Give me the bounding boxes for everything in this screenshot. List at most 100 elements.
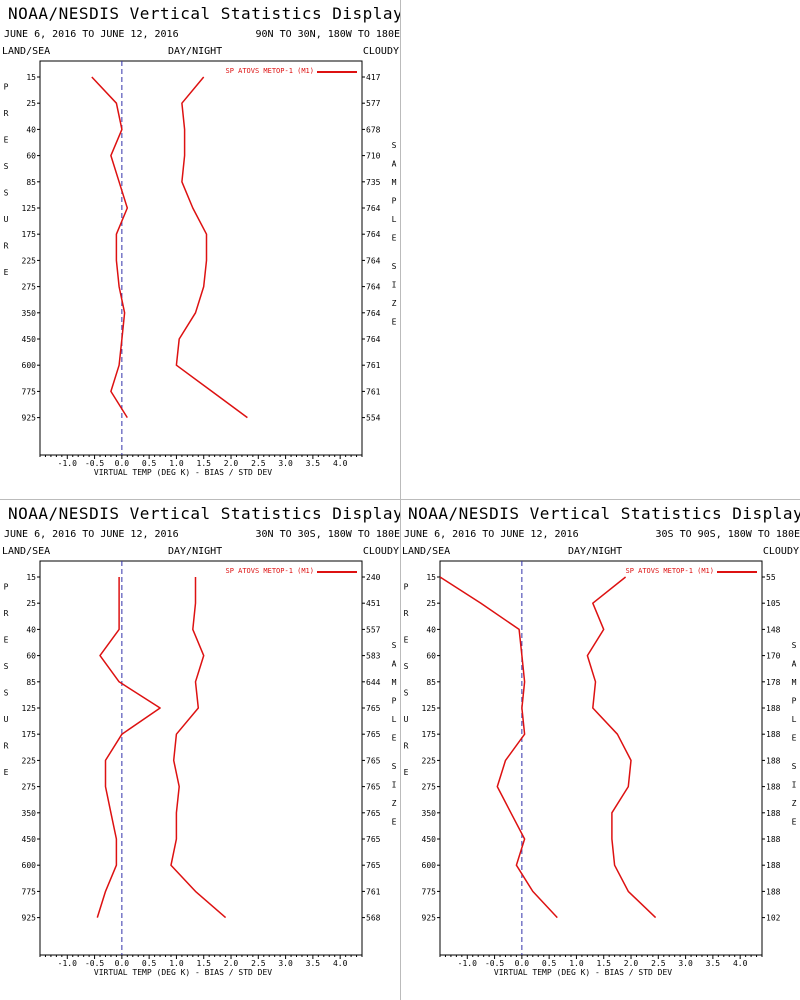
bias-series-line <box>96 577 161 918</box>
sample-axis-letter: I <box>392 781 397 790</box>
sample-size-label: 764 <box>366 335 381 344</box>
x-tick-label: 2.5 <box>251 459 266 468</box>
x-tick-label: 0.0 <box>115 459 130 468</box>
sample-size-label: 170 <box>766 652 781 661</box>
sample-size-label: 765 <box>366 704 381 713</box>
pressure-label: 350 <box>22 309 37 318</box>
pressure-label: 600 <box>22 361 37 370</box>
pressure-label: 25 <box>26 99 36 108</box>
x-tick-label: 1.5 <box>597 959 612 968</box>
sample-size-label: 764 <box>366 230 381 239</box>
sample-axis-letter: A <box>792 660 797 669</box>
profile-chart: -1.0 -0.5 0.0 0.5 1.0 1.5 2.0 2.5 3.0 3.5 4.0 VIRTU… <box>4 60 397 477</box>
cloudy-label: CLOUDY <box>362 46 399 57</box>
pressure-axis-letter: R <box>404 741 409 750</box>
panel-title: NOAA/NESDIS Vertical Statistics Display <box>408 504 800 523</box>
bias-series-line <box>91 76 129 418</box>
sample-axis-letter: S <box>392 641 397 650</box>
sample-size-label: 240 <box>366 573 381 582</box>
sample-axis-letter: E <box>392 818 397 827</box>
sample-axis-letter: I <box>792 781 797 790</box>
x-tick-label: -1.0 <box>58 959 77 968</box>
x-axis-title: VIRTUAL TEMP (DEG K) - BIAS / STD DEV <box>94 468 272 477</box>
plot-frame <box>39 60 363 456</box>
pressure-axis-letter: E <box>4 268 9 277</box>
sample-size-label: 710 <box>366 152 381 161</box>
pressure-label: 40 <box>26 125 36 134</box>
sample-axis-letter: Z <box>392 799 397 808</box>
pressure-axis-letter: R <box>4 109 9 118</box>
x-tick-label: 4.0 <box>733 959 748 968</box>
pressure-label: 225 <box>422 756 437 765</box>
pressure-axis-letter: R <box>404 609 409 618</box>
sample-axis-letter: Z <box>792 799 797 808</box>
x-tick-label: 0.0 <box>515 959 530 968</box>
stats-panel-30s-90s: NOAA/NESDIS Vertical Statistics Display … <box>400 500 800 1000</box>
pressure-label: 600 <box>422 861 437 870</box>
x-tick-label: -0.5 <box>485 959 504 968</box>
x-tick-label: -1.0 <box>458 959 477 968</box>
sample-axis-letter: L <box>792 715 797 724</box>
pressure-label: 275 <box>22 283 37 292</box>
sample-size-label: 761 <box>366 387 381 396</box>
pressure-axis-letter: E <box>404 635 409 644</box>
pressure-label: 775 <box>22 887 37 896</box>
sample-axis-letter: I <box>392 281 397 290</box>
pressure-axis-letter: P <box>404 582 409 591</box>
pressure-axis-letter: E <box>404 768 409 777</box>
std-dev-series-line <box>175 76 248 419</box>
pressure-label: 350 <box>22 809 37 818</box>
sample-axis-letter: E <box>792 818 797 827</box>
pressure-label: 925 <box>422 914 437 923</box>
legend-label: SP ATOVS METOP-1 (M1) <box>225 67 314 75</box>
x-axis-title: VIRTUAL TEMP (DEG K) - BIAS / STD DEV <box>94 968 272 977</box>
sample-size-label: 764 <box>366 309 381 318</box>
day-night-label: DAY/NIGHT <box>168 46 223 57</box>
pressure-axis-letter: U <box>4 715 9 724</box>
sample-size-label: 188 <box>766 887 781 896</box>
pressure-axis-letter: R <box>4 741 9 750</box>
sample-size-label: 105 <box>766 599 781 608</box>
sample-size-label: 764 <box>366 283 381 292</box>
x-tick-label: 2.0 <box>624 959 639 968</box>
pressure-axis-letter: P <box>4 82 9 91</box>
std-dev-series-line <box>586 576 657 919</box>
x-tick-label: 1.0 <box>169 959 184 968</box>
pressure-label: 60 <box>26 152 36 161</box>
panel-divider-horizontal <box>0 499 800 500</box>
sample-axis-letter: E <box>392 234 397 243</box>
pressure-axis-letter: S <box>4 162 9 171</box>
x-tick-label: 2.5 <box>651 959 666 968</box>
day-night-label: DAY/NIGHT <box>568 546 623 557</box>
sample-size-label: 188 <box>766 835 781 844</box>
x-tick-label: -0.5 <box>85 959 104 968</box>
x-tick-label: 0.5 <box>142 459 157 468</box>
stats-panel-90n-30n: NOAA/NESDIS Vertical Statistics Display … <box>0 0 400 500</box>
sample-size-label: 583 <box>366 652 381 661</box>
sample-axis-letter: E <box>792 734 797 743</box>
pressure-label: 600 <box>22 861 37 870</box>
legend-label: SP ATOVS METOP-1 (M1) <box>225 567 314 575</box>
sample-size-label: 764 <box>366 204 381 213</box>
sample-size-label: 188 <box>766 730 781 739</box>
sample-size-label: 765 <box>366 756 381 765</box>
pressure-axis-letter: S <box>404 688 409 697</box>
x-axis-title: VIRTUAL TEMP (DEG K) - BIAS / STD DEV <box>494 968 672 977</box>
sample-axis-letter: L <box>392 215 397 224</box>
pressure-label: 85 <box>26 178 36 187</box>
pressure-axis-letter: S <box>404 662 409 671</box>
sample-axis-letter: A <box>392 160 397 169</box>
sample-size-label: 148 <box>766 625 781 634</box>
sample-axis-letter: S <box>392 762 397 771</box>
x-tick-label: 2.0 <box>224 959 239 968</box>
land-sea-label: LAND/SEA <box>402 546 451 557</box>
sample-size-label: 765 <box>366 861 381 870</box>
sample-size-label: 188 <box>766 756 781 765</box>
land-sea-label: LAND/SEA <box>2 546 51 557</box>
sample-size-label: 557 <box>366 625 381 634</box>
pressure-label: 775 <box>422 887 437 896</box>
pressure-label: 350 <box>422 809 437 818</box>
sample-size-label: 765 <box>366 730 381 739</box>
sample-axis-letter: E <box>392 734 397 743</box>
pressure-label: 125 <box>422 704 437 713</box>
